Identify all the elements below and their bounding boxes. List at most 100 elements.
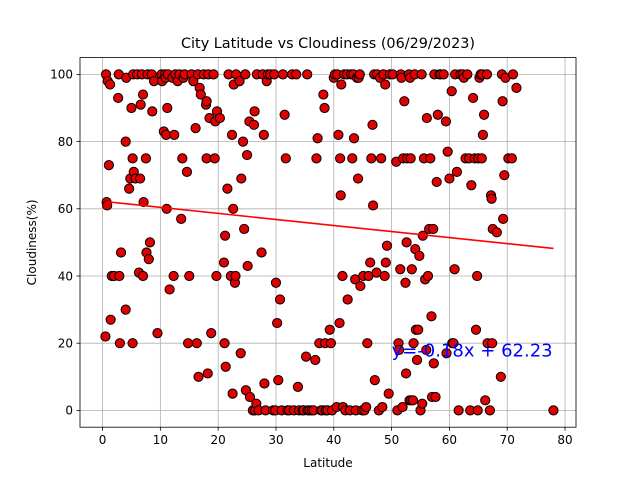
data-point [269,69,280,80]
data-point [103,160,115,171]
data-point [369,375,380,386]
data-point [413,324,424,335]
data-point [411,354,423,366]
data-point [444,173,455,184]
data-point [292,381,304,392]
data-point [235,348,246,359]
data-point [310,354,321,366]
data-point [169,129,180,140]
data-point [220,230,231,241]
data-point [140,153,152,164]
data-point [400,277,411,288]
data-point [367,200,379,211]
data-point [300,351,312,362]
data-point [279,109,290,120]
data-point [511,82,522,93]
data-point [319,102,330,114]
data-point [234,76,245,87]
data-point [114,270,125,282]
x-axis-label: Latitude [303,456,352,470]
data-point [397,401,408,413]
data-point [487,338,498,349]
data-point [164,284,175,295]
data-point [228,203,239,214]
data-point [466,180,477,191]
data-point [240,69,251,80]
data-point [548,405,559,416]
data-point [426,311,437,322]
data-point [453,405,464,416]
data-point [407,395,419,406]
y-tick-label: 100 [50,68,73,82]
data-point [144,237,156,248]
data-point [484,405,495,416]
data-points [100,69,559,416]
data-point [259,378,270,389]
data-point [249,106,260,117]
data-point [432,109,443,120]
data-point [472,270,483,282]
data-point [113,92,124,104]
data-point [248,119,260,130]
data-point [352,173,364,184]
plot-frame [79,57,577,428]
data-point [354,69,365,80]
data-point [181,166,193,177]
data-point [202,368,213,379]
data-point [115,247,127,258]
data-point [120,136,131,147]
data-point [381,240,393,251]
data-point [324,324,335,335]
data-point [226,129,238,140]
data-point [127,153,138,164]
data-point [428,358,439,369]
data-point [486,193,497,204]
data-point [417,398,428,409]
data-point [236,173,247,184]
data-point [440,116,452,127]
data-point [400,368,412,379]
y-tick-label: 40 [58,269,73,283]
regression-layer [105,200,554,250]
data-point [239,223,250,235]
data-point [365,257,376,268]
data-point [220,361,231,372]
data-point [258,129,269,140]
data-point [237,136,249,147]
data-point [394,344,405,356]
data-point [214,112,225,124]
data-point [256,247,267,258]
regression-equation: y=-0.18x + 62.23 [392,341,553,362]
data-point [162,102,173,114]
data-point [480,395,491,406]
data-point [206,328,217,339]
data-point [127,338,138,349]
data-point [277,69,289,80]
data-point [177,153,188,164]
data-point [334,317,345,329]
data-point [335,190,346,201]
data-point [291,69,302,80]
data-point [476,153,487,164]
data-point [273,375,284,386]
x-tick-label: 0 [99,433,107,447]
data-point [348,133,360,144]
data-point [446,86,457,97]
data-point [184,270,195,282]
data-point [405,153,416,164]
data-point [355,280,366,292]
data-point [481,69,493,80]
data-point [193,371,204,382]
data-point [242,260,253,272]
data-point [114,338,125,349]
data-point [241,149,253,161]
data-point [347,153,358,164]
data-point [137,89,149,100]
chart-title: City Latitude vs Cloudiness (06/29/2023) [181,36,475,52]
data-point [102,200,113,211]
data-point [491,227,502,238]
data-point [336,79,347,90]
data-point [137,270,149,282]
data-point [468,92,479,104]
